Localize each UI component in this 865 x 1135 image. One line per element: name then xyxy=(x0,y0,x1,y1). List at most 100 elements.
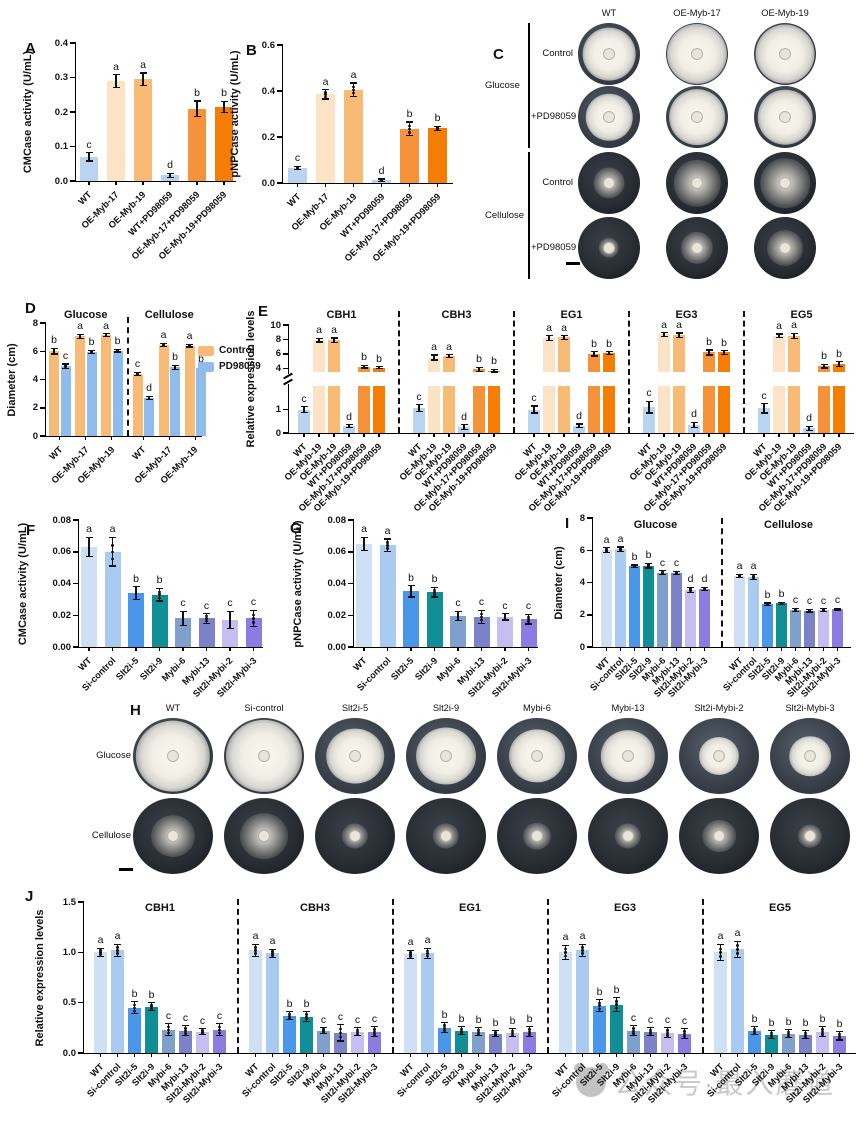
inoculation-plug xyxy=(779,111,791,123)
replicate-dot xyxy=(426,952,429,955)
error-bar-cap xyxy=(50,347,58,349)
bar xyxy=(249,950,262,1053)
bar xyxy=(344,89,363,183)
sig-letter: a xyxy=(361,523,367,536)
y-tick-mark xyxy=(40,378,46,381)
x-tick-mark xyxy=(478,433,480,437)
bar xyxy=(175,618,191,647)
replicate-dot xyxy=(386,541,389,544)
section-separator xyxy=(398,311,400,433)
bar xyxy=(317,1030,330,1053)
x-tick-mark xyxy=(787,1053,790,1057)
replicate-dot xyxy=(114,76,118,80)
sig-letter: c xyxy=(646,387,652,400)
sig-letter: c xyxy=(478,596,485,609)
replicate-dot xyxy=(141,81,145,84)
sig-letter: c xyxy=(227,597,233,610)
error-bar-cap xyxy=(785,1037,792,1039)
bar xyxy=(472,1031,485,1053)
replicate-dot xyxy=(666,1029,669,1032)
sig-letter: a xyxy=(561,321,567,334)
inoculation-plug xyxy=(804,830,816,842)
x-tick-mark xyxy=(581,1053,584,1057)
bar xyxy=(145,1006,158,1053)
group-bracket xyxy=(528,152,530,279)
error-bar-cap xyxy=(705,354,713,356)
error-bar-cap xyxy=(441,1032,448,1034)
section-separator xyxy=(391,899,394,1053)
bar xyxy=(603,353,615,372)
bar xyxy=(610,1004,623,1053)
y-tick-label: 8 xyxy=(32,317,38,329)
x-tick-mark xyxy=(115,181,117,185)
panel-label-J: J xyxy=(25,888,34,905)
sig-letter: a xyxy=(717,930,724,943)
error-bar-cap xyxy=(478,609,485,612)
error-bar-cap xyxy=(802,1038,809,1040)
y-tick-label: 0.08 xyxy=(327,514,347,526)
dish-c-Cellulose-Control-OE-Myb-17 xyxy=(666,152,728,214)
x-tick-mark xyxy=(318,433,320,437)
error-bar-cap xyxy=(819,1036,826,1038)
replicate-dot xyxy=(417,407,421,410)
x-tick-mark xyxy=(823,433,825,437)
replicate-dot xyxy=(111,557,114,561)
bar xyxy=(758,408,770,433)
x-tick-mark xyxy=(703,647,706,651)
error-bar-cap xyxy=(424,957,431,959)
replicate-dot xyxy=(222,105,226,109)
bar xyxy=(833,364,845,372)
replicate-dot xyxy=(477,1032,480,1036)
replicate-dot xyxy=(528,1028,531,1031)
bar xyxy=(128,1007,141,1053)
error-bar-cap xyxy=(560,338,568,340)
dish-c-Cellulose-+PD98059-OE-Myb-19 xyxy=(754,217,816,279)
column-header-Si-control: Si-control xyxy=(244,703,284,713)
replicate-dot xyxy=(432,356,436,359)
chart-G: pNPCase activity (U/mL) 0.00 0.02 0.04 0.06 0… xyxy=(292,515,538,699)
replicate-dot xyxy=(821,1030,824,1034)
legend-item-Control: Control xyxy=(198,345,255,356)
replicate-dot xyxy=(436,128,439,131)
replicate-dot xyxy=(649,1030,652,1034)
replicate-dot xyxy=(99,951,102,954)
replicate-dot xyxy=(838,1034,841,1038)
replicate-dot xyxy=(352,92,355,95)
replicate-dot xyxy=(494,1031,497,1034)
bar xyxy=(573,425,585,433)
bar xyxy=(49,351,59,436)
error-bar-cap xyxy=(430,354,438,356)
bar xyxy=(473,386,485,433)
inoculation-plug xyxy=(603,177,615,189)
x-tick-mark xyxy=(821,1053,824,1057)
replicate-dot xyxy=(305,1015,308,1018)
replicate-dot xyxy=(777,335,781,338)
x-tick-mark xyxy=(410,647,412,651)
y-tick-mark xyxy=(283,324,289,326)
dish-c-Cellulose-+PD98059-WT xyxy=(578,217,640,279)
replicate-dot xyxy=(443,1029,446,1032)
bar xyxy=(300,1016,313,1053)
replicate-dot xyxy=(78,336,82,339)
sig-letter: a xyxy=(384,525,391,538)
bar xyxy=(489,1033,502,1053)
sig-letter: d xyxy=(461,410,467,423)
sig-letter: b xyxy=(431,573,438,586)
x-tick-mark xyxy=(443,1053,446,1057)
replicate-dot xyxy=(605,550,608,553)
column-header-Slt2i-Mybi-2: Slt2i-Mybi-2 xyxy=(694,703,744,713)
replicate-dot xyxy=(252,621,255,624)
sig-letter: a xyxy=(661,318,667,331)
replicate-dot xyxy=(317,339,321,343)
replicate-dot xyxy=(181,620,185,624)
bar xyxy=(615,549,626,647)
error-bar-cap xyxy=(530,405,538,407)
replicate-dot xyxy=(271,950,274,953)
inoculation-plug xyxy=(440,750,452,762)
bar xyxy=(132,373,143,436)
y-tick-label: 0.06 xyxy=(327,546,347,558)
column-header-WT: WT xyxy=(601,8,617,18)
replicate-dot xyxy=(649,1028,652,1032)
sig-letter: c xyxy=(681,1014,688,1027)
scale-bar xyxy=(119,868,133,871)
